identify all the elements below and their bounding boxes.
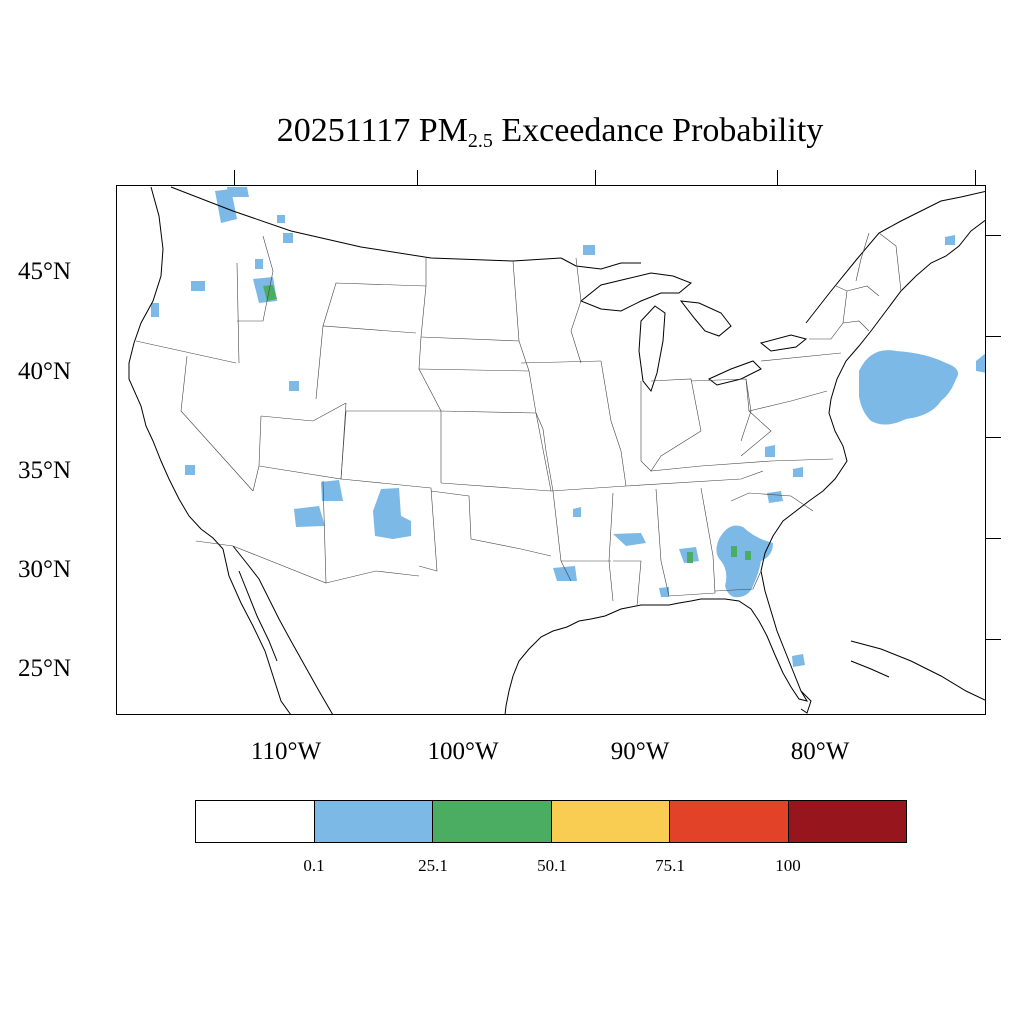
- map-panel: [116, 185, 986, 715]
- right-tick: [986, 336, 1001, 337]
- coastline: [128, 186, 985, 714]
- colorbar-cell: [314, 801, 433, 842]
- lon-label-110w: 110°W: [250, 738, 322, 765]
- colorbar-label: 0.1: [303, 856, 325, 875]
- top-tick: [595, 170, 596, 185]
- colorbar-cell: [551, 801, 670, 842]
- lat-label-40: 40°N: [18, 358, 72, 385]
- colorbar-cell: [196, 801, 315, 842]
- probability-areas: [151, 187, 985, 667]
- lon-label-100w: 100°W: [427, 738, 499, 765]
- lon-label-80w: 80°W: [790, 738, 850, 765]
- probability-areas-green: [263, 285, 751, 563]
- colorbar: [195, 800, 907, 843]
- colorbar-label: 75.1: [655, 856, 685, 875]
- title-subscript: 2.5: [467, 130, 493, 152]
- colorbar-label: 25.1: [418, 856, 448, 875]
- colorbar-cell: [788, 801, 906, 842]
- state-borders: [135, 232, 902, 607]
- lon-label-90w: 90°W: [610, 738, 670, 765]
- right-tick: [986, 437, 1001, 438]
- right-tick: [986, 538, 1001, 539]
- title-date: 20251117: [276, 112, 411, 149]
- us-map: [128, 186, 985, 714]
- map-title: 20251117 PM2.5 Exceedance Probability: [0, 112, 1024, 152]
- colorbar-cell: [670, 801, 789, 842]
- top-tick: [975, 170, 976, 185]
- colorbar-label: 50.1: [537, 856, 567, 875]
- lat-label-35: 35°N: [18, 457, 72, 484]
- lat-label-25: 25°N: [18, 655, 72, 682]
- title-suffix: Exceedance Probability: [501, 112, 824, 149]
- right-tick: [986, 235, 1001, 236]
- title-species: PM: [418, 112, 468, 149]
- colorbar-cell: [433, 801, 552, 842]
- top-tick: [234, 170, 235, 185]
- top-tick: [777, 170, 778, 185]
- lat-label-45: 45°N: [18, 258, 72, 285]
- right-tick: [986, 639, 1001, 640]
- top-tick: [417, 170, 418, 185]
- lat-label-30: 30°N: [18, 556, 72, 583]
- colorbar-label: 100: [775, 856, 801, 875]
